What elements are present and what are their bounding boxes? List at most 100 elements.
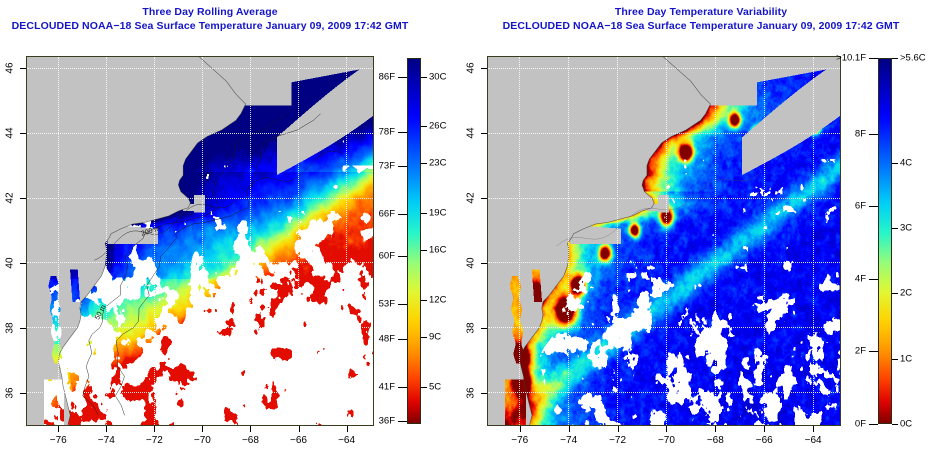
- right-panel-subtitle: DECLOUDED NOAA−18 Sea Surface Temperatur…: [502, 20, 900, 32]
- colorbar-label-fahrenheit: 2F: [854, 345, 866, 357]
- colorbar-label-fahrenheit: 73F: [378, 160, 395, 172]
- colorbar-temperature-variability[interactable]: [878, 58, 892, 424]
- colorbar-label-celsius: 19C: [429, 207, 447, 219]
- variability-map[interactable]: [486, 55, 841, 426]
- sst-map[interactable]: 50 m 200 m: [25, 55, 374, 426]
- y-axis-tick: [481, 262, 487, 264]
- colorbar-tick-celsius: [892, 424, 898, 425]
- x-axis-tick: [813, 426, 815, 432]
- panel-temperature-variability: Three Day Temperature Variability DECLOU…: [468, 0, 950, 475]
- colorbar-leader-fahrenheit: [398, 338, 407, 340]
- colorbar-label-fahrenheit: 41F: [378, 381, 395, 393]
- colorbar-leader-fahrenheit: [869, 58, 878, 59]
- colorbar-label-fahrenheit: 0F: [854, 418, 866, 430]
- colorbar-label-celsius: 12C: [429, 294, 447, 306]
- x-axis-label: −70: [193, 435, 211, 446]
- x-axis-label: −64: [804, 435, 822, 446]
- colorbar-label-fahrenheit: 60F: [378, 250, 395, 262]
- right-panel-title: Three Day Temperature Variability: [614, 6, 788, 18]
- colorbar-tick-celsius: [421, 76, 427, 78]
- colorbar-tick-celsius: [421, 163, 427, 165]
- colorbar-tick-celsius: [892, 293, 898, 295]
- x-axis-label: −76: [511, 435, 529, 446]
- x-axis-label: −66: [755, 435, 773, 446]
- x-axis-label: −72: [145, 435, 163, 446]
- y-axis-label: 36: [4, 387, 16, 399]
- x-axis-tick: [346, 426, 348, 432]
- left-panel-subtitle: DECLOUDED NOAA−18 Sea Surface Temperatur…: [11, 20, 409, 32]
- colorbar-tick-celsius: [892, 162, 898, 164]
- colorbar-label-celsius: 0C: [900, 418, 913, 430]
- x-axis-tick: [106, 426, 108, 432]
- colorbar-label-fahrenheit: 4F: [854, 273, 866, 285]
- y-axis-tick: [481, 198, 487, 200]
- right-panel-title-block: Three Day Temperature Variability DECLOU…: [460, 6, 942, 33]
- x-axis-tick: [298, 426, 300, 432]
- colorbar-tick-celsius: [421, 386, 427, 388]
- x-axis-label: −70: [657, 435, 675, 446]
- colorbar-label-celsius: 4C: [900, 157, 913, 169]
- x-axis-tick: [154, 426, 156, 432]
- colorbar-label-celsius: 1C: [900, 353, 913, 365]
- colorbar-label-celsius: 5C: [429, 381, 442, 393]
- left-panel-title-block: Three Day Rolling Average DECLOUDED NOAA…: [0, 6, 420, 33]
- colorbar-leader-fahrenheit: [869, 351, 878, 353]
- y-axis-label: 44: [465, 127, 477, 139]
- colorbar-leader-fahrenheit: [869, 424, 878, 425]
- colorbar-label-celsius: >5.6C: [900, 52, 926, 64]
- x-axis-label: −66: [290, 435, 307, 446]
- x-axis-label: −64: [338, 435, 356, 446]
- colorbar-label-celsius: 30C: [429, 71, 447, 83]
- y-axis-tick: [481, 133, 487, 135]
- colorbar-label-fahrenheit: 66F: [378, 208, 395, 220]
- colorbar-leader-fahrenheit: [398, 421, 407, 423]
- x-axis-label: −72: [609, 435, 627, 446]
- colorbar-sea-surface-temperature[interactable]: [407, 58, 421, 424]
- left-panel-title: Three Day Rolling Average: [142, 6, 278, 18]
- y-axis-tick: [481, 392, 487, 394]
- x-axis-label: −68: [241, 435, 259, 446]
- colorbar-label-fahrenheit: 86F: [378, 71, 395, 83]
- y-axis-label: 44: [4, 127, 16, 139]
- colorbar-tick-celsius: [421, 337, 427, 339]
- colorbar-label-fahrenheit: 78F: [378, 126, 395, 138]
- x-axis-tick: [58, 426, 60, 432]
- x-axis-tick: [617, 426, 619, 432]
- x-axis-tick: [666, 426, 668, 432]
- x-axis-tick: [250, 426, 252, 432]
- y-axis-label: 46: [4, 62, 16, 74]
- y-axis-label: 38: [465, 322, 477, 334]
- colorbar-tick-celsius: [421, 126, 427, 128]
- colorbar-leader-fahrenheit: [398, 304, 407, 306]
- colorbar-leader-fahrenheit: [398, 214, 407, 216]
- colorbar-label-celsius: 23C: [429, 157, 447, 169]
- y-axis-tick: [20, 392, 26, 394]
- x-axis-tick: [764, 426, 766, 432]
- y-axis-tick: [20, 68, 26, 70]
- y-axis-label: 46: [465, 62, 477, 74]
- colorbar-tick-celsius: [421, 299, 427, 301]
- y-axis-tick: [481, 327, 487, 329]
- colorbar-leader-fahrenheit: [398, 131, 407, 133]
- x-axis-tick: [519, 426, 521, 432]
- colorbar-label-celsius: 16C: [429, 244, 447, 256]
- colorbar-label-celsius: 26C: [429, 120, 447, 132]
- colorbar-label-fahrenheit: 48F: [378, 333, 395, 345]
- y-axis-label: 40: [465, 257, 477, 269]
- panel-sea-surface-temperature: Three Day Rolling Average DECLOUDED NOAA…: [0, 0, 468, 475]
- x-axis-label: −68: [706, 435, 724, 446]
- colorbar-label-celsius: 9C: [429, 331, 442, 343]
- y-axis-label: 42: [4, 192, 16, 204]
- colorbar-leader-fahrenheit: [869, 206, 878, 208]
- colorbar-leader-fahrenheit: [398, 76, 407, 78]
- y-axis-label: 42: [465, 192, 477, 204]
- y-axis-label: 40: [4, 257, 16, 269]
- colorbar-leader-fahrenheit: [398, 386, 407, 388]
- y-axis-tick: [20, 262, 26, 264]
- x-axis-label: −76: [49, 435, 67, 446]
- colorbar-leader-fahrenheit: [869, 278, 878, 280]
- colorbar-label-celsius: 3C: [900, 222, 913, 234]
- coastline-overlay: [26, 56, 373, 425]
- colorbar-tick-celsius: [892, 227, 898, 229]
